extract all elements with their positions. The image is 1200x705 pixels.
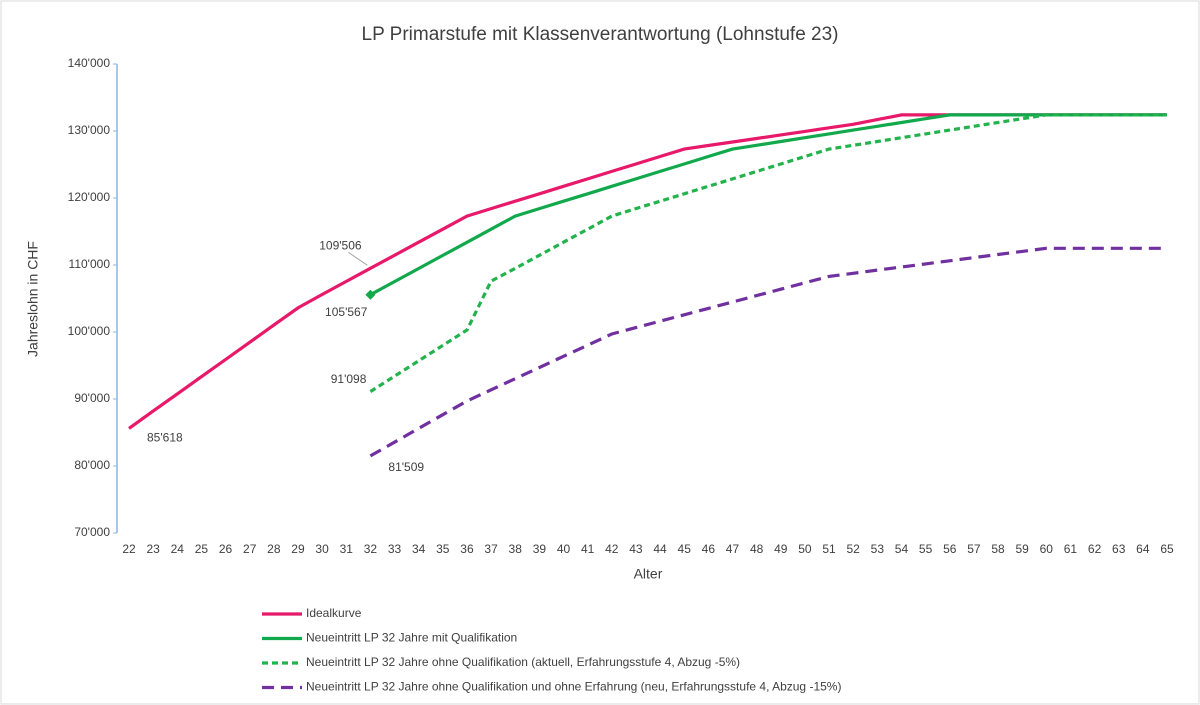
x-tick-label: 57 [967,542,981,556]
x-tick-label: 30 [315,542,329,556]
data-label: 81'509 [388,460,424,474]
x-tick-label: 24 [171,542,185,556]
x-tick-label: 29 [291,542,305,556]
x-tick-label: 38 [509,542,523,556]
x-tick-label: 59 [1015,542,1029,556]
label-leader [348,251,368,266]
x-tick-label: 55 [919,542,933,556]
x-tick-label: 65 [1160,542,1174,556]
data-label: 105'567 [325,305,368,319]
data-label: 91'098 [331,372,367,386]
x-tick-label: 34 [412,542,426,556]
y-axis-title: Jahreslohn in CHF [25,241,41,357]
legend-label: Neueintritt LP 32 Jahre ohne Qualifikati… [306,655,740,669]
data-label: 109'506 [319,238,362,252]
x-tick-label: 31 [340,542,354,556]
x-tick-label: 44 [653,542,667,556]
x-tick-label: 43 [629,542,643,556]
legend-label: Neueintritt LP 32 Jahre ohne Qualifikati… [306,680,841,694]
y-tick-label: 120'000 [68,190,111,204]
x-tick-label: 33 [388,542,402,556]
point-marker [365,289,376,300]
x-tick-label: 53 [871,542,885,556]
x-axis-title: Alter [634,566,663,582]
x-tick-label: 41 [581,542,595,556]
x-tick-label: 60 [1040,542,1054,556]
x-tick-label: 47 [726,542,740,556]
x-tick-label: 61 [1064,542,1078,556]
y-tick-label: 130'000 [68,123,111,137]
x-tick-label: 46 [702,542,716,556]
legend-label: Neueintritt LP 32 Jahre mit Qualifikatio… [306,631,517,645]
x-tick-label: 51 [822,542,836,556]
y-tick-label: 80'000 [74,458,110,472]
x-tick-label: 58 [991,542,1005,556]
chart-title: LP Primarstufe mit Klassenverantwortung … [362,24,839,45]
y-tick-label: 110'000 [69,257,111,271]
series-line [369,113,1167,297]
x-tick-label: 23 [146,542,160,556]
x-tick-label: 54 [895,542,909,556]
x-tick-label: 27 [243,542,257,556]
y-tick-label: 100'000 [68,324,111,338]
y-tick-label: 140'000 [68,56,111,70]
x-tick-label: 49 [774,542,788,556]
x-tick-label: 42 [605,542,619,556]
x-tick-label: 28 [267,542,281,556]
x-tick-label: 52 [847,542,861,556]
legend-label: Idealkurve [306,606,362,620]
x-tick-label: 64 [1136,542,1150,556]
x-tick-label: 63 [1112,542,1126,556]
y-tick-label: 90'000 [74,391,110,405]
y-tick-label: 70'000 [74,525,110,539]
x-tick-label: 50 [798,542,812,556]
x-tick-label: 26 [219,542,233,556]
x-tick-label: 35 [436,542,450,556]
x-tick-label: 56 [943,542,957,556]
x-tick-label: 48 [750,542,764,556]
x-tick-label: 39 [533,542,547,556]
series-line [369,113,1167,393]
x-tick-label: 62 [1088,542,1102,556]
x-tick-label: 37 [484,542,498,556]
x-tick-label: 25 [195,542,209,556]
x-tick-label: 36 [460,542,474,556]
x-tick-label: 45 [678,542,692,556]
x-tick-label: 22 [122,542,136,556]
x-tick-label: 32 [364,542,378,556]
x-tick-label: 40 [557,542,571,556]
data-label: 85'618 [147,431,183,445]
